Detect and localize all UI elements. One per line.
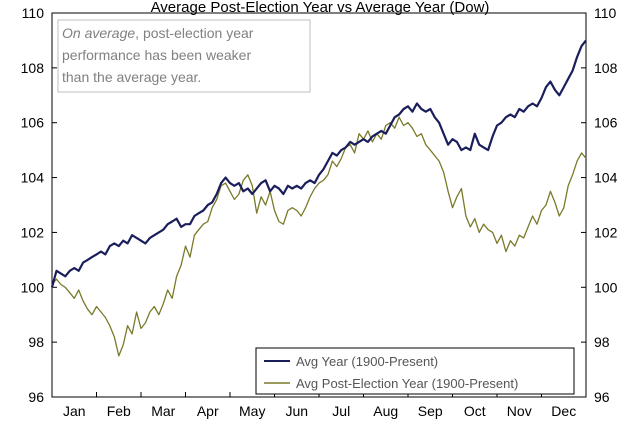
x-axis: Jan Feb Mar Apr May Jun Jul Aug Sep Oct Nov Dec [51,392,587,419]
x-tick-label: Jun [285,403,308,419]
legend-frame [255,347,575,395]
y-tick-label-left: 100 [21,279,45,295]
chart-title: Average Post-Election Year vs Average Ye… [151,0,490,16]
x-tick-label: Feb [107,403,131,419]
series-line-avg-year [50,39,587,288]
y-tick-label-right: 104 [594,170,618,186]
legend: Avg Year (1900-Present) Avg Post-Electio… [255,347,575,395]
x-tick-label: Jan [63,403,86,419]
y-tick-label-right: 102 [594,224,618,240]
x-tick-label: Dec [551,403,576,419]
annotation-line-1: On average, post-election year [62,25,254,41]
y-tick-label-left: 104 [21,170,45,186]
y-tick-label-left: 102 [21,224,45,240]
annotation-line-1-rest: , post-election year [135,25,254,41]
annotation-line-2: performance has been weaker [62,47,251,63]
series-layer [50,39,587,357]
legend-label-avg-year: Avg Year (1900-Present) [296,354,438,369]
y-tick-label-left: 96 [28,389,44,405]
y-axis-right: 96 98 100 102 104 106 108 110 [581,5,618,405]
y-tick-label-left: 108 [21,60,45,76]
annotation-frame [57,19,311,93]
y-tick-label-right: 98 [594,334,610,350]
y-axis-left: 96 98 100 102 104 106 108 110 [21,5,57,405]
x-tick-label: Oct [464,403,486,419]
legend-label-post-election: Avg Post-Election Year (1900-Present) [296,376,518,391]
y-tick-label-left: 110 [22,5,45,21]
x-tick-label: Mar [151,403,175,419]
annotation-line-3: than the average year. [62,69,201,85]
annotation-italic: On average [62,25,135,41]
y-tick-label-right: 96 [594,389,610,405]
x-tick-label: Jul [332,403,350,419]
x-tick-label: Aug [373,403,398,419]
x-tick-label: Nov [507,403,532,419]
y-tick-label-right: 106 [594,115,618,131]
y-tick-label-right: 108 [594,60,618,76]
y-tick-label-right: 110 [594,5,617,21]
x-tick-label: Sep [418,403,443,419]
series-line-post-election [51,116,587,357]
y-tick-label-right: 100 [594,279,618,295]
y-tick-label-left: 98 [28,334,44,350]
y-tick-label-left: 106 [21,115,45,131]
x-tick-label: Apr [197,403,219,419]
x-tick-label: May [239,403,265,419]
annotation-box: On average, post-election year performan… [57,19,311,93]
